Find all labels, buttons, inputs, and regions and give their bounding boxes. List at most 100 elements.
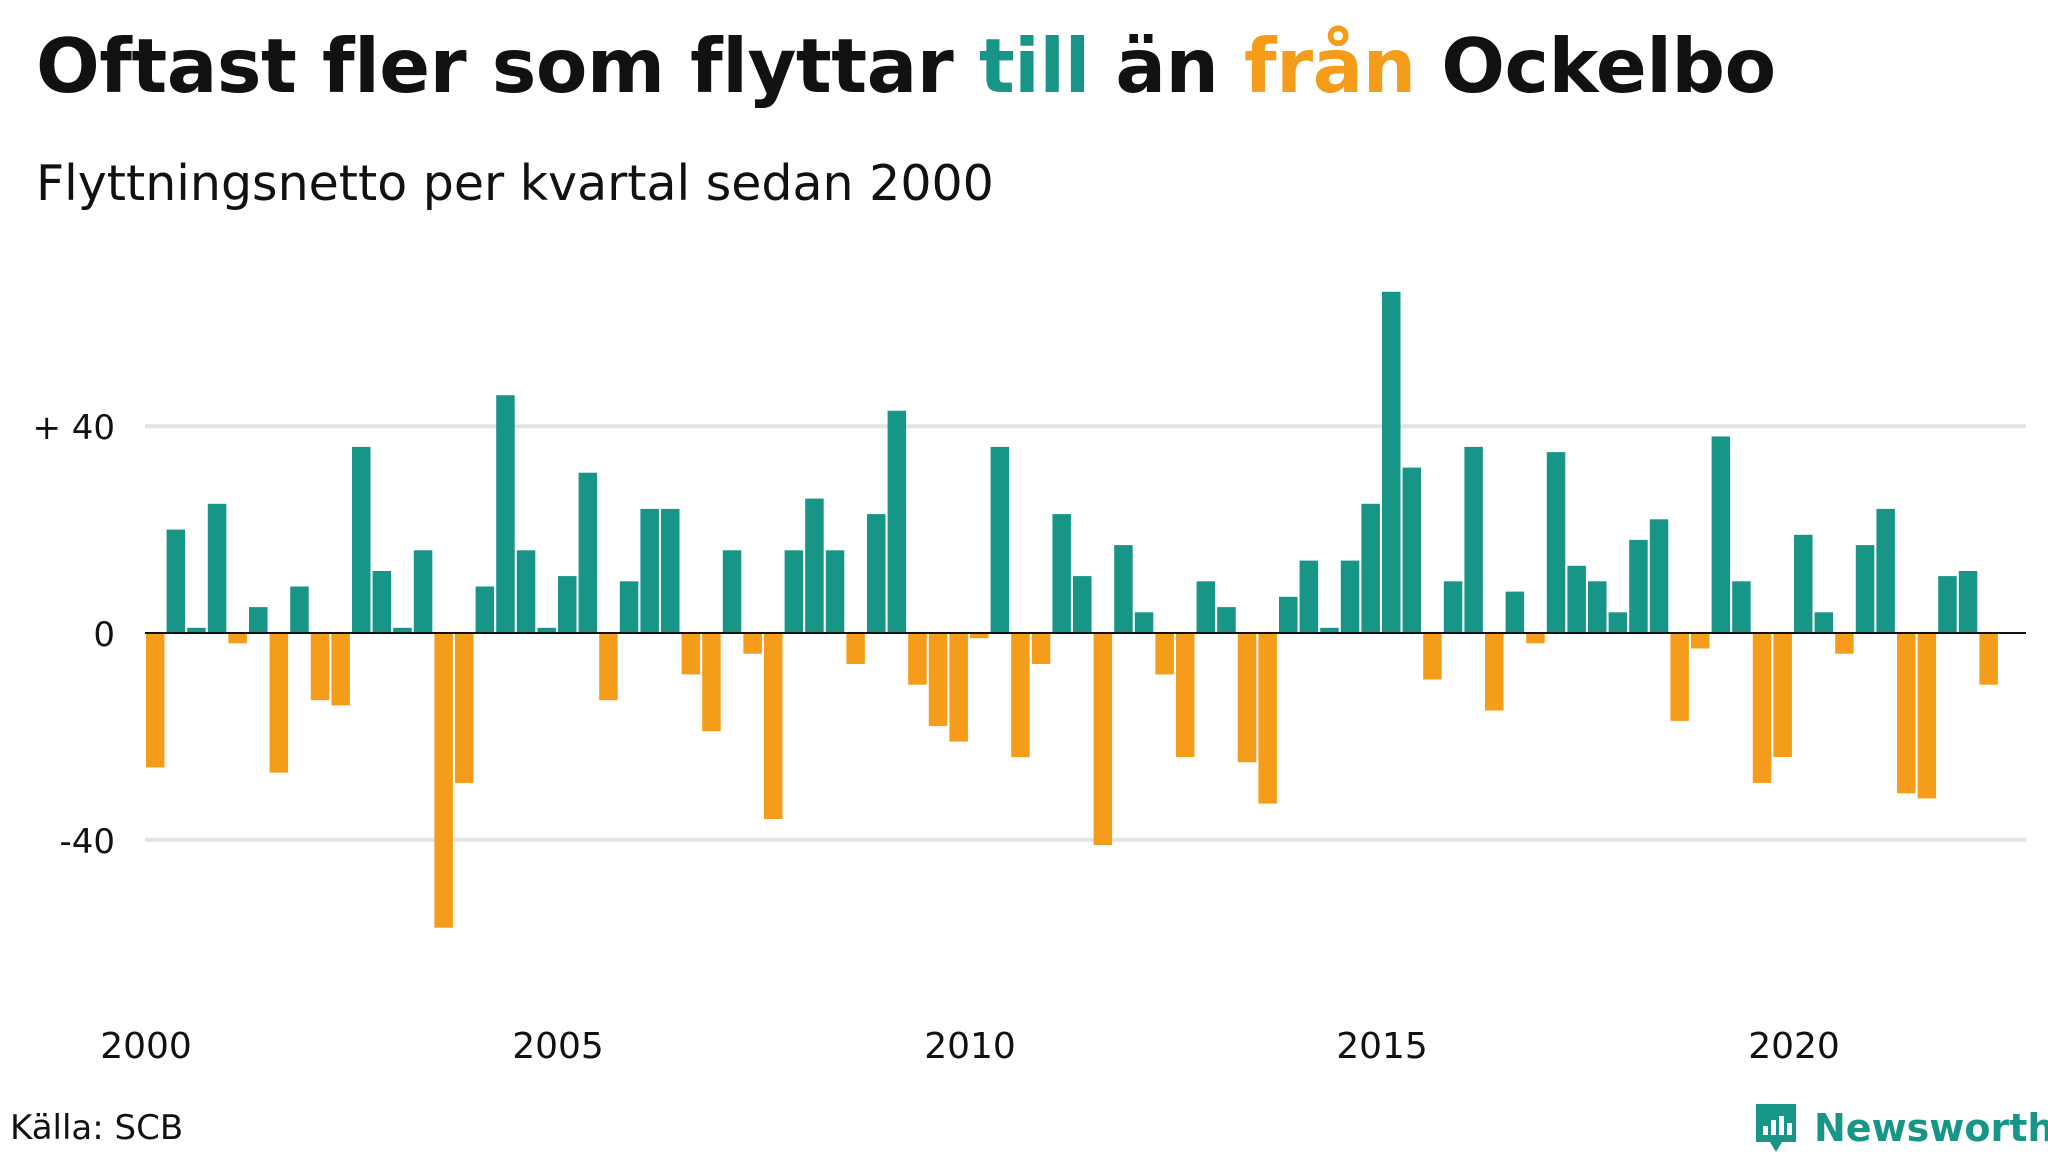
bar — [1237, 633, 1257, 763]
bar — [187, 627, 206, 633]
newsworthy-logo-icon — [1756, 1104, 1796, 1152]
bar — [352, 446, 371, 633]
bar — [1855, 545, 1875, 633]
bar — [1320, 627, 1339, 633]
bar — [310, 633, 330, 701]
bar — [846, 633, 865, 664]
title-part-1: Oftast fler som flyttar — [36, 22, 979, 110]
chart-subtitle: Flyttningsnetto per kvartal sedan 2000 — [36, 155, 994, 212]
bar — [1691, 633, 1710, 649]
bar — [640, 508, 659, 633]
bar — [1279, 596, 1298, 633]
bar — [1773, 633, 1792, 758]
bar — [1196, 581, 1216, 633]
bar — [1732, 581, 1751, 633]
bar — [249, 607, 268, 633]
bar — [1526, 633, 1545, 644]
bar — [1649, 519, 1669, 633]
bar — [681, 633, 701, 675]
source-note: Källa: SCB — [10, 1108, 184, 1148]
bar — [1917, 633, 1937, 799]
bar — [1443, 581, 1463, 633]
bar — [1464, 446, 1483, 633]
chart-title: Oftast fler som flyttar till än från Ock… — [36, 22, 1776, 110]
bar — [1073, 576, 1092, 633]
bar — [1938, 576, 1957, 633]
bar — [1629, 539, 1648, 633]
bar — [1711, 436, 1731, 633]
bar — [1588, 581, 1607, 633]
bar — [867, 514, 886, 633]
title-highlight-to: till — [978, 22, 1090, 110]
bar — [290, 586, 309, 633]
bar — [743, 633, 762, 654]
bar — [1217, 607, 1236, 633]
bar — [1546, 452, 1566, 633]
bar — [1835, 633, 1854, 654]
bar — [1814, 612, 1834, 633]
title-part-2: än — [1089, 22, 1245, 110]
bar — [393, 627, 412, 633]
y-tick-label: 0 — [93, 615, 115, 655]
bar — [1134, 612, 1154, 633]
bar — [269, 633, 289, 773]
bar — [722, 550, 742, 633]
x-tick-label: 2020 — [1748, 1026, 1840, 1067]
bar — [825, 550, 845, 633]
bar — [1340, 560, 1360, 633]
bar — [908, 633, 927, 685]
title-part-3: Ockelbo — [1415, 22, 1776, 110]
x-tick-label: 2005 — [512, 1026, 604, 1067]
bar — [578, 472, 598, 633]
y-tick-label: + 40 — [32, 408, 115, 448]
bar — [1052, 514, 1071, 633]
bar — [784, 550, 804, 633]
bar — [1402, 467, 1422, 633]
bar — [1567, 565, 1586, 633]
bar — [537, 627, 556, 633]
bar — [1752, 633, 1772, 783]
bar — [146, 633, 165, 768]
bar — [558, 576, 577, 633]
bar — [990, 446, 1010, 633]
bar — [166, 529, 186, 633]
bar — [619, 581, 639, 633]
bar — [516, 550, 536, 633]
x-tick-label: 2015 — [1336, 1026, 1428, 1067]
bar — [228, 633, 247, 644]
bar — [1299, 560, 1319, 633]
bar — [949, 633, 968, 742]
bar — [413, 550, 433, 633]
bar — [599, 633, 618, 701]
bar — [1258, 633, 1277, 804]
bar — [1382, 291, 1401, 633]
bar — [1176, 633, 1195, 758]
bar — [1670, 633, 1689, 721]
y-tick-label: -40 — [59, 822, 115, 862]
bar — [1361, 503, 1380, 634]
bar — [805, 498, 824, 633]
bar — [887, 410, 907, 633]
bar — [928, 633, 948, 727]
bar — [372, 571, 392, 633]
bar — [764, 633, 783, 820]
bar — [1876, 508, 1895, 633]
bar — [661, 508, 680, 633]
brand-name: Newsworthy — [1814, 1106, 2048, 1150]
newsworthy-brand[interactable]: Newsworthy — [1752, 1100, 2048, 1156]
bar — [207, 503, 227, 634]
x-tick-label: 2010 — [924, 1026, 1016, 1067]
bar — [702, 633, 721, 732]
bar — [1958, 571, 1978, 633]
bar — [1114, 545, 1133, 633]
bar — [496, 395, 515, 633]
bar — [1979, 633, 1998, 685]
bar — [331, 633, 350, 706]
bar — [1897, 633, 1916, 794]
bar — [1155, 633, 1174, 675]
bar — [970, 633, 989, 639]
bar — [1031, 633, 1051, 664]
bar — [1011, 633, 1030, 758]
bar — [1093, 633, 1113, 845]
